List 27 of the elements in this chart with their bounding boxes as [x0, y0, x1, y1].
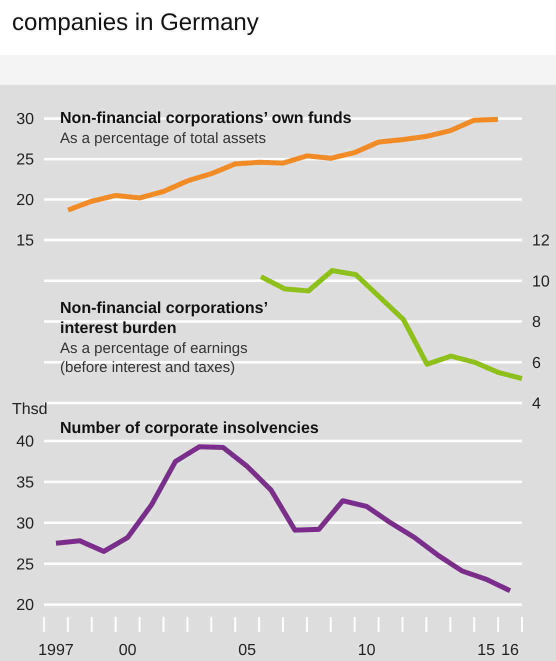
chart-title: Non-financial corporations’ own funds	[60, 110, 352, 127]
y-tick-label: 4	[532, 396, 541, 413]
y-tick-label: 6	[532, 354, 541, 372]
text: As a percentage of total assets	[60, 130, 266, 147]
y-tick-label: 30	[16, 515, 34, 532]
x-tick-label: 15	[477, 642, 496, 659]
text: companies in Germany	[12, 9, 259, 36]
chart-title: Number of corporate insolvencies	[60, 420, 319, 437]
y-tick-label: 30	[16, 111, 34, 128]
y-tick-label: 25	[16, 556, 34, 574]
y-tick-label: 40	[16, 434, 34, 451]
y-axis-title: Thsd	[12, 401, 48, 418]
y-tick-label: 25	[16, 152, 34, 169]
text: As a percentage of earnings (before interest and taxes)	[60, 340, 248, 376]
x-tick-label: 05	[238, 642, 256, 659]
y-tick-label: 35	[16, 474, 34, 492]
y-tick-label: 10	[532, 273, 550, 290]
text: Non-financial corporations’ interest burden	[60, 300, 268, 337]
x-tick-label: 00	[118, 642, 137, 659]
y-tick-label: 12	[532, 232, 550, 250]
y-tick-label: 15	[16, 232, 34, 250]
x-tick-label: 1997	[38, 642, 74, 659]
y-tick-label: 8	[532, 314, 541, 332]
y-tick-label: 20	[16, 192, 34, 210]
x-tick-label: 10	[358, 642, 376, 659]
y-tick-label: 20	[16, 597, 34, 614]
x-tick-label: 16	[501, 642, 520, 659]
